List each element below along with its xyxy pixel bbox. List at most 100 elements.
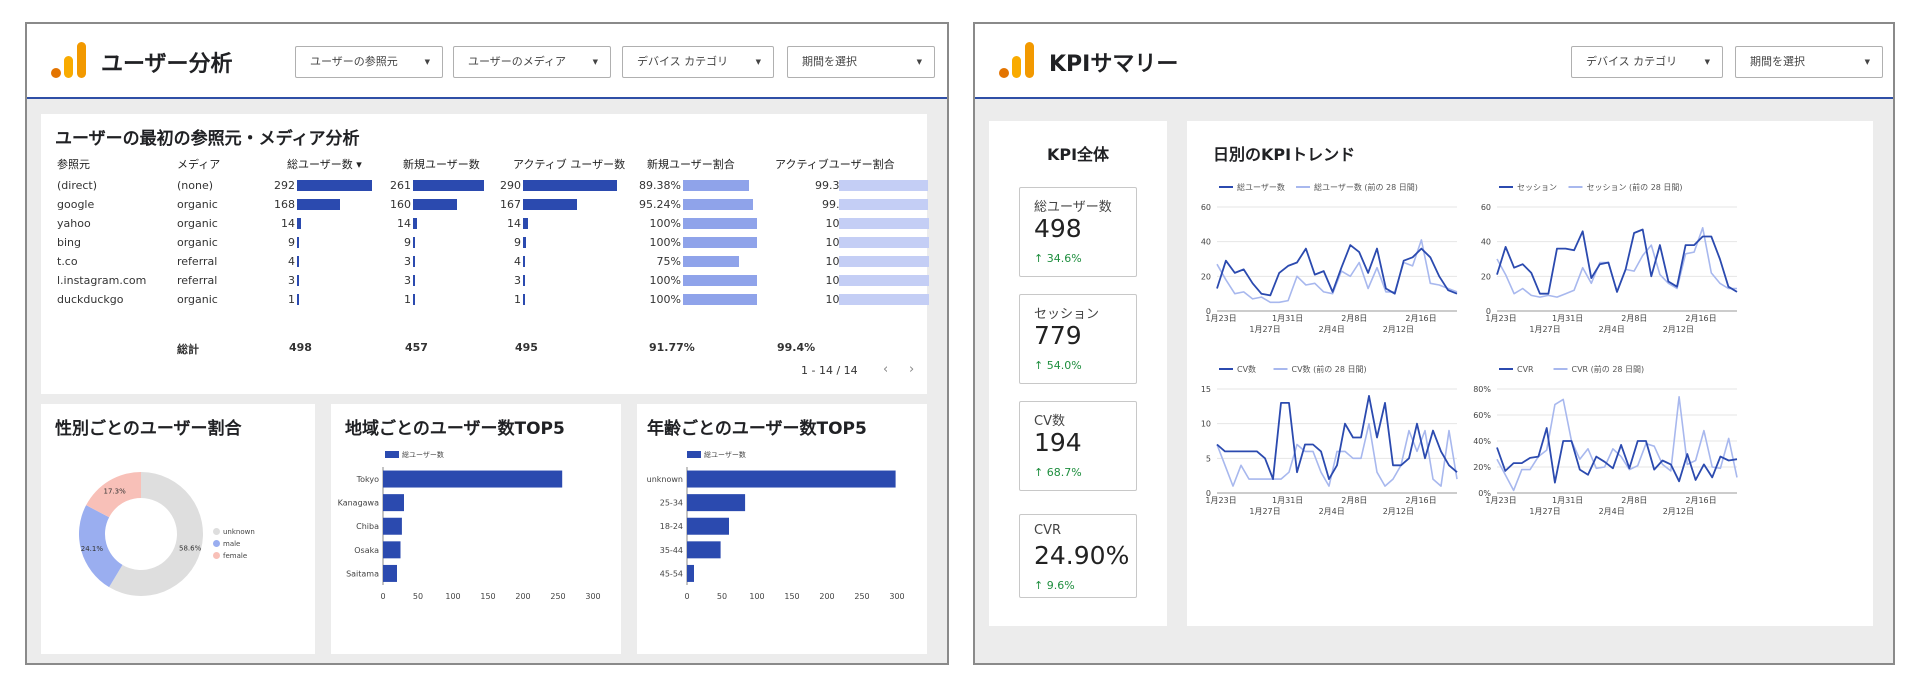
y-tick-label: 60	[1481, 203, 1491, 212]
filter-label: デバイス カテゴリ	[1586, 55, 1678, 68]
kpi-delta-value: 68.7%	[1046, 466, 1082, 479]
x-tick-label: 2月12日	[1663, 325, 1694, 334]
legend-swatch	[687, 451, 701, 458]
table-row[interactable]: (direct) (none) 292 261 290 89.38% 99.32%	[41, 177, 929, 195]
totals-new-user-rate: 91.77%	[649, 341, 695, 354]
series-line-CV数 (前の 28 日間)	[1216, 422, 1458, 487]
y-tick-label: 5	[1206, 454, 1211, 463]
x-tick-label: 200	[819, 592, 834, 601]
y-tick-label: 0	[1486, 307, 1491, 316]
bar-Saitama	[383, 564, 397, 582]
kpi-value: 194	[1034, 428, 1082, 457]
cell-total-users: 9	[288, 236, 295, 249]
col-header-source[interactable]: 参照元	[57, 158, 90, 171]
x-tick-label: 2月8日	[1341, 314, 1367, 323]
filter-period-dropdown[interactable]: 期間を選択 ▼	[1735, 46, 1883, 78]
bar-active-user-rate	[839, 180, 929, 191]
legend-dot-female	[213, 552, 220, 559]
page-title: KPIサマリー	[1049, 52, 1179, 77]
age-chart-card: 年齢ごとのユーザー数TOP5 unknown 25-34 18-24 35-44 45-…	[637, 404, 927, 654]
y-tick-label: 10	[1201, 420, 1211, 429]
x-tick-label: 0	[684, 592, 689, 601]
cell-source: duckduckgo	[57, 293, 124, 306]
y-tick-label: 0	[1206, 307, 1211, 316]
category-label: Kanagawa	[338, 499, 380, 508]
bar-new-users	[413, 199, 457, 210]
x-tick-label: 2月8日	[1621, 496, 1647, 505]
col-header-medium[interactable]: メディア	[177, 158, 221, 171]
kpi-trend-card: 日別のKPIトレンド 総ユーザー数 総ユーザー数 (前の 28 日間) 0 20 40 6…	[1187, 121, 1873, 626]
x-tick-label: 1月27日	[1249, 325, 1280, 334]
x-tick-label: 1月31日	[1552, 314, 1583, 323]
x-tick-label: 250	[550, 592, 565, 601]
user-analysis-panel: ユーザー分析 ユーザーの参照元 ▼ ユーザーのメディア ▼ デバイス カテゴリ ▼ 期…	[25, 22, 949, 665]
col-header-new-users[interactable]: 新規ユーザー数	[403, 158, 480, 171]
bar-25-34	[687, 494, 746, 512]
filter-device-dropdown[interactable]: デバイス カテゴリ ▼	[1571, 46, 1723, 78]
legend-label: CVR (前の 28 日間)	[1572, 364, 1645, 374]
filter-period-dropdown[interactable]: 期間を選択 ▼	[787, 46, 935, 78]
bar-active-users	[523, 237, 526, 248]
bar-active-user-rate	[839, 218, 929, 229]
x-tick-label: 1月31日	[1272, 496, 1303, 505]
filter-label: ユーザーのメディア	[468, 55, 567, 68]
bar-active-user-rate	[839, 256, 929, 267]
bar-18-24	[687, 517, 729, 535]
bar-Tokyo	[383, 470, 563, 488]
y-tick-label: 20%	[1473, 463, 1491, 472]
col-header-total-users[interactable]: 総ユーザー数 ▾	[287, 158, 362, 171]
bar-new-users	[413, 256, 415, 267]
cell-total-users: 4	[288, 255, 295, 268]
filter-medium-dropdown[interactable]: ユーザーのメディア ▼	[453, 46, 611, 78]
series-line-総ユーザー数	[1216, 244, 1458, 297]
filter-source-dropdown[interactable]: ユーザーの参照元 ▼	[295, 46, 443, 78]
bar-Kanagawa	[383, 494, 404, 512]
legend-item-unknown: unknown	[213, 528, 255, 536]
bar-new-users	[413, 218, 417, 229]
col-header-active-user-rate[interactable]: アクティブユーザー割合	[775, 158, 895, 171]
bar-active-users	[523, 199, 578, 210]
cell-new-users: 160	[390, 198, 411, 211]
cell-active-users: 167	[500, 198, 521, 211]
y-tick-label: 0%	[1478, 489, 1491, 498]
x-tick-label: 2月8日	[1341, 496, 1367, 505]
chevron-down-icon: ▼	[424, 58, 430, 66]
cell-new-user-rate: 89.38%	[639, 179, 681, 192]
category-label: 35-44	[660, 546, 683, 555]
cell-new-users: 9	[404, 236, 411, 249]
col-header-active-users[interactable]: アクティブ ユーザー数	[513, 158, 626, 171]
filter-label: 期間を選択	[802, 55, 857, 68]
trend-chart-CV数: CV数 CV数 (前の 28 日間) 0 5 10 15 1月23日 1月31日 2月8日 2月1…	[1201, 364, 1458, 516]
cell-new-user-rate: 100%	[649, 236, 681, 249]
col-header-new-user-rate[interactable]: 新規ユーザー割合	[647, 158, 735, 171]
bar-active-users	[523, 294, 525, 305]
legend-label: male	[223, 540, 241, 548]
gender-legend: unknown male female	[213, 528, 255, 560]
legend-item-male: male	[213, 540, 255, 548]
cell-active-users: 4	[514, 255, 521, 268]
region-bar-chart: Tokyo Kanagawa Chiba Osaka Saitama 0 50 100 150 2…	[338, 467, 601, 601]
totals-total-users: 498	[289, 341, 312, 354]
kpi-delta-value: 34.6%	[1046, 252, 1082, 265]
cell-total-users: 1	[288, 293, 295, 306]
x-tick-label: 2月8日	[1621, 314, 1647, 323]
x-tick-label: 1月23日	[1205, 496, 1236, 505]
bar-active-users	[523, 180, 617, 191]
chevron-left-icon[interactable]: ‹	[883, 362, 889, 377]
category-label: Chiba	[356, 522, 379, 531]
chevron-right-icon[interactable]: ›	[909, 362, 915, 377]
bar-active-user-rate	[839, 294, 929, 305]
y-tick-label: 20	[1481, 272, 1491, 281]
bar-Chiba	[383, 517, 402, 535]
cell-total-users: 14	[281, 217, 295, 230]
kpi-label: セッション	[1034, 307, 1100, 322]
filter-device-dropdown[interactable]: デバイス カテゴリ ▼	[622, 46, 774, 78]
x-tick-label: 2月16日	[1405, 496, 1436, 505]
x-tick-label: 1月23日	[1205, 314, 1236, 323]
